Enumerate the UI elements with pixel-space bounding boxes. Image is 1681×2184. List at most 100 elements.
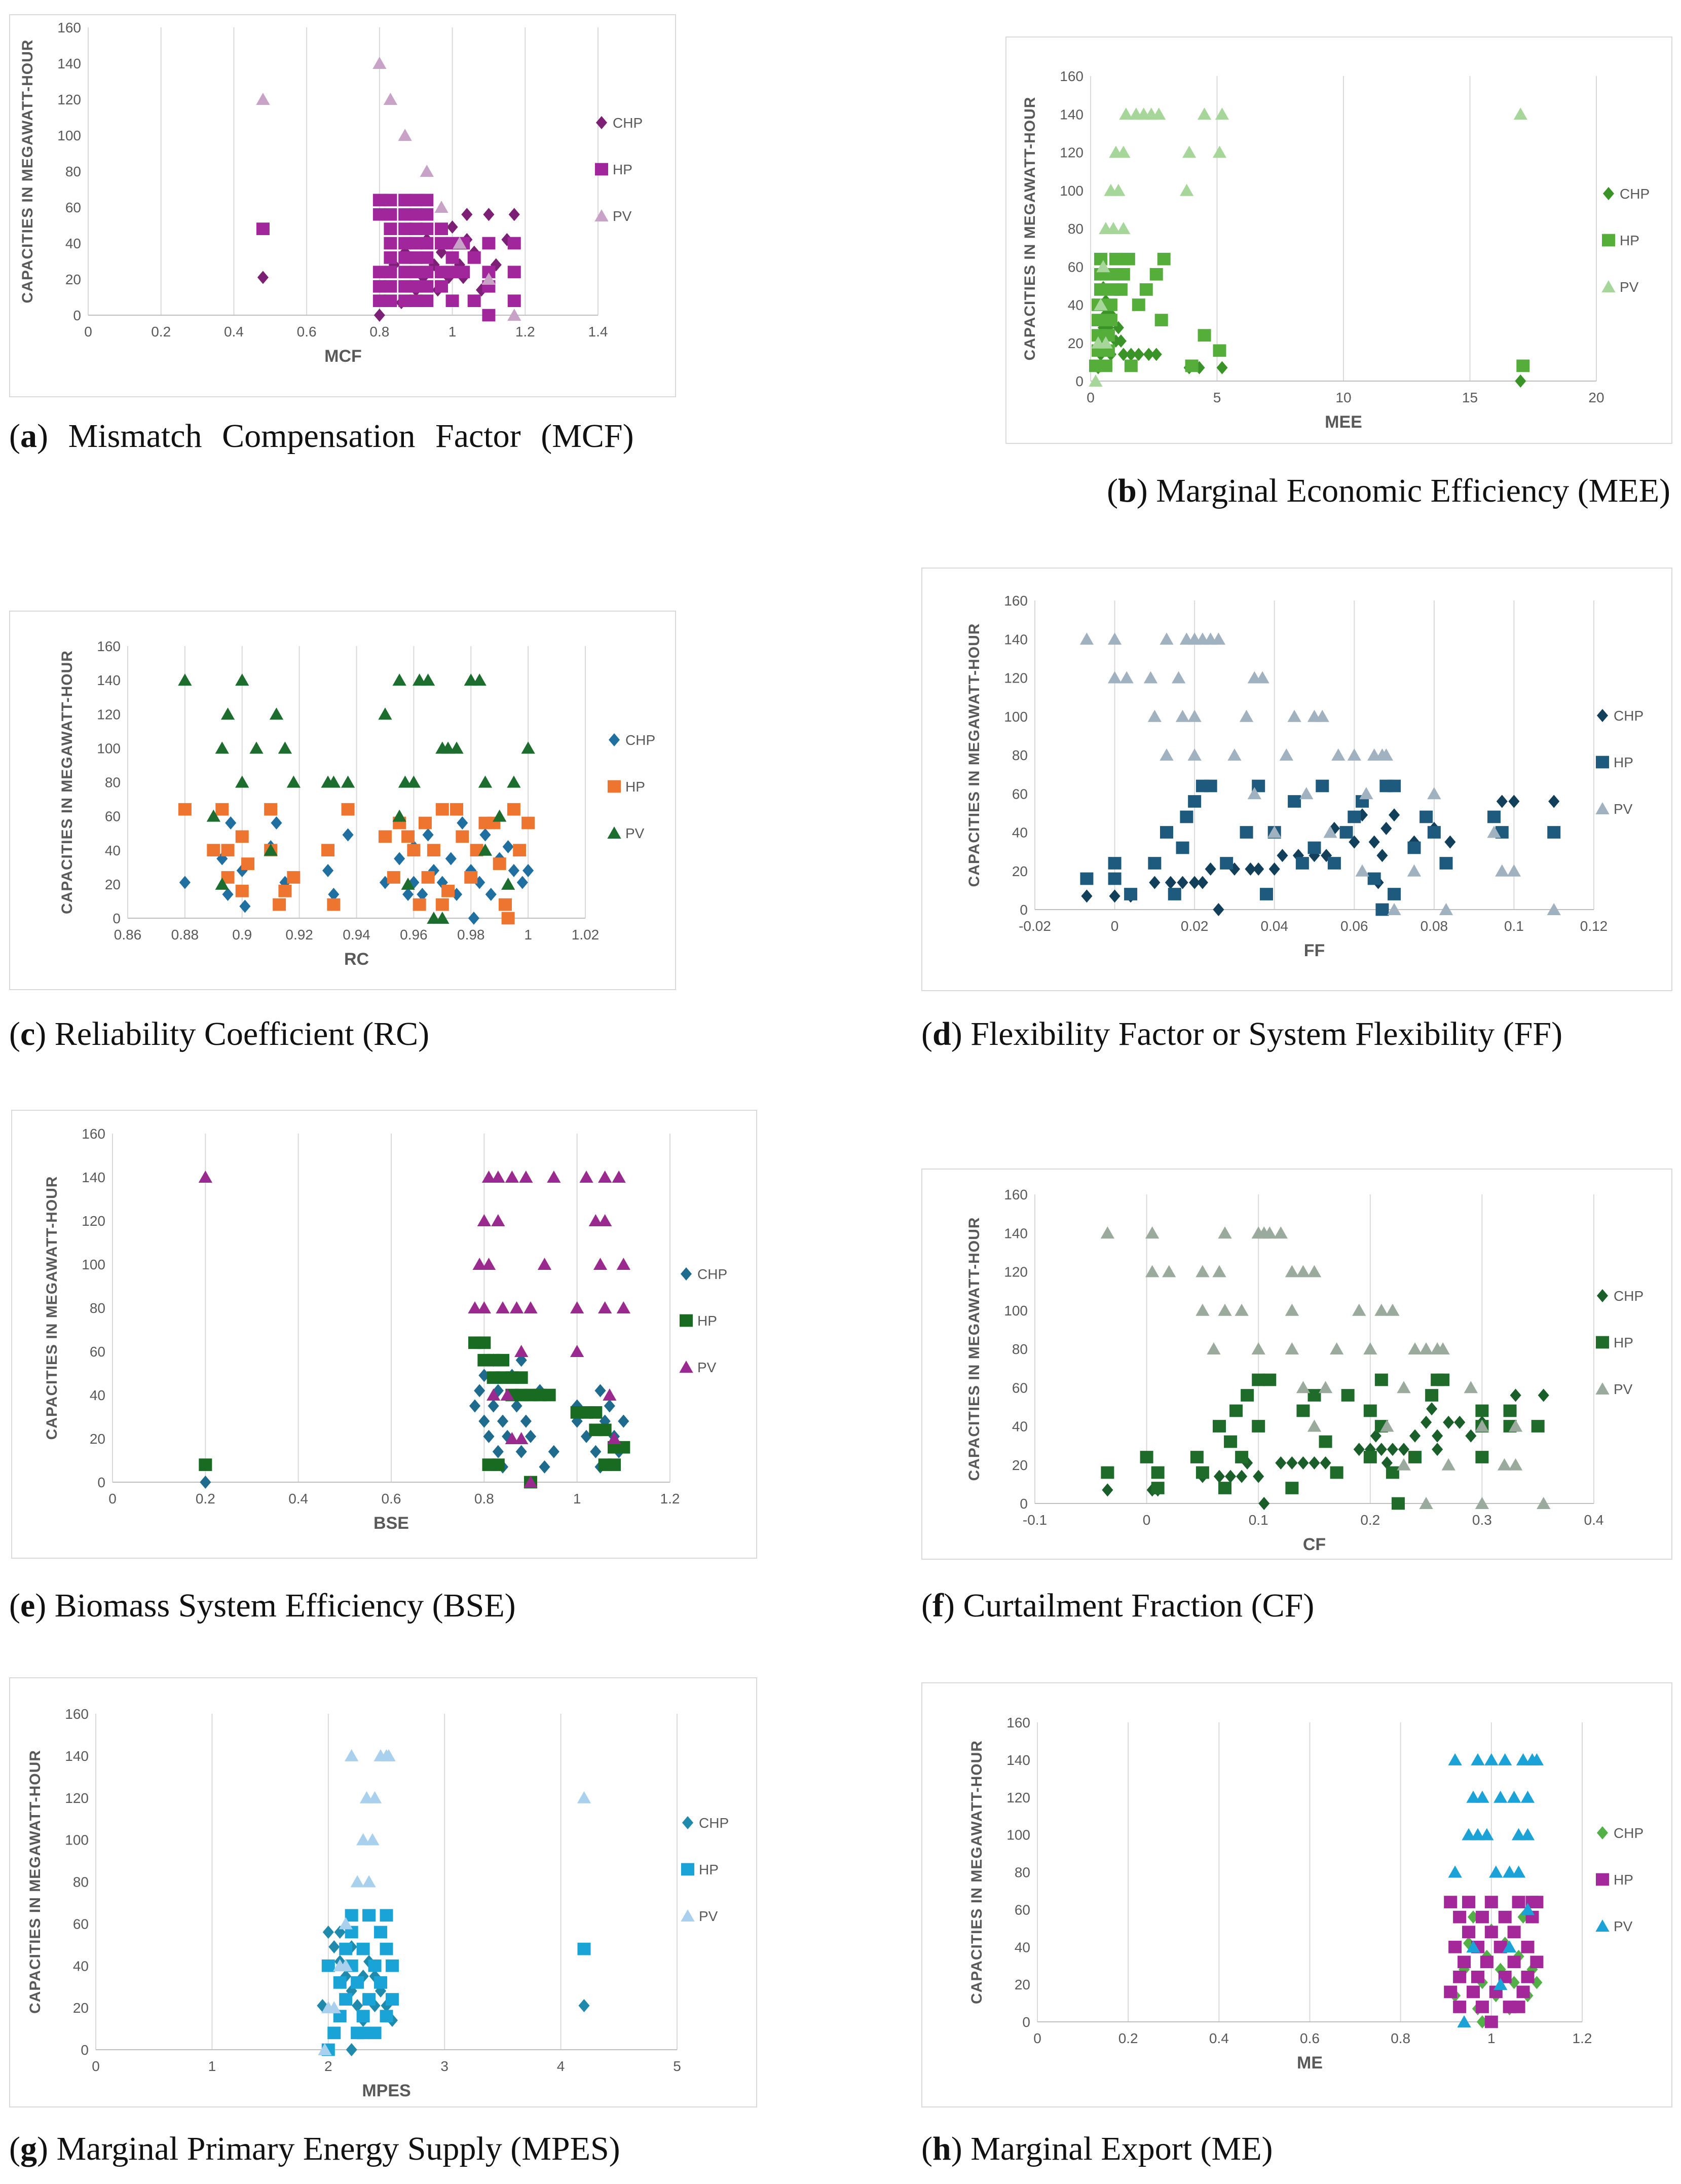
y-tick-label: 140 <box>82 1170 105 1185</box>
data-point-pv <box>1374 1303 1389 1316</box>
data-point-hp <box>1475 2001 1489 2013</box>
data-point-hp <box>241 857 255 870</box>
data-point-hp <box>1427 826 1441 839</box>
data-point-pv <box>1466 1790 1480 1803</box>
legend-entry-chp: CHP <box>680 1266 727 1282</box>
data-point-hp <box>1080 872 1094 885</box>
y-tick-label: 80 <box>1015 1865 1030 1880</box>
data-point-hp <box>1475 1451 1489 1463</box>
data-point-hp <box>464 871 478 884</box>
legend-label: CHP <box>699 1815 729 1831</box>
data-point-chp <box>1213 1470 1225 1483</box>
data-point-chp <box>508 864 519 878</box>
data-point-pv <box>1471 1828 1485 1840</box>
legend-marker-hp <box>595 163 608 176</box>
data-point-hp <box>1188 795 1202 808</box>
legend-marker-hp <box>1596 1336 1609 1349</box>
caption-d: (d) Flexibility Factor or System Flexibi… <box>921 1008 1670 1060</box>
legend-marker-chp <box>1596 709 1609 722</box>
y-tick-label: 20 <box>73 2000 89 2016</box>
data-point-hp <box>577 1942 591 1955</box>
x-tick-label: 10 <box>1335 390 1351 405</box>
data-point-chp <box>497 1414 509 1428</box>
data-point-hp <box>1363 1404 1377 1417</box>
series-pv <box>178 673 535 924</box>
data-point-chp <box>1253 862 1264 876</box>
data-point-chp <box>1548 795 1560 808</box>
data-point-hp <box>445 294 459 307</box>
x-tick-label: 0.12 <box>1580 918 1608 934</box>
data-point-pv <box>514 1432 529 1445</box>
data-point-chp <box>346 2043 357 2056</box>
data-point-pv <box>1503 1865 1517 1878</box>
data-point-pv <box>1475 1790 1489 1803</box>
data-point-hp <box>418 816 432 830</box>
y-tick-label: 140 <box>97 672 121 688</box>
y-tick-label: 140 <box>65 1748 89 1764</box>
data-point-pv <box>1508 1458 1523 1471</box>
caption-f: (f) Curtailment Fraction (CF) <box>921 1580 1670 1632</box>
data-point-hp <box>1196 1466 1209 1479</box>
data-point-chp <box>257 271 269 284</box>
data-point-chp <box>1517 1910 1529 1924</box>
data-point-chp <box>1225 1470 1237 1483</box>
data-point-pv <box>607 1432 621 1445</box>
x-tick-label: 0 <box>1087 390 1095 405</box>
data-point-hp <box>1285 1482 1299 1494</box>
data-point-pv <box>1079 632 1094 645</box>
x-tick-label: 15 <box>1462 390 1478 405</box>
data-point-hp <box>235 884 249 897</box>
data-point-hp <box>374 1926 388 1939</box>
y-tick-label: 0 <box>1022 2014 1030 2030</box>
data-point-hp <box>1149 268 1163 281</box>
x-tick-label: 0.1 <box>1249 1512 1268 1528</box>
y-tick-label: 120 <box>1060 145 1084 161</box>
data-point-hp <box>445 251 459 264</box>
data-point-pv <box>1119 671 1134 684</box>
y-tick-label: 80 <box>105 775 121 790</box>
x-tick-label: 1 <box>449 324 457 340</box>
data-point-hp <box>420 280 434 293</box>
data-point-chp <box>1143 348 1154 361</box>
legend-label: PV <box>1614 1381 1633 1397</box>
data-point-chp <box>417 888 428 901</box>
data-point-pv <box>1503 1940 1517 1953</box>
data-point-hp <box>380 1942 393 1955</box>
series-hp <box>199 1336 630 1489</box>
data-point-chp <box>1081 889 1093 903</box>
data-point-pv <box>1089 374 1103 387</box>
data-point-hp <box>1453 2001 1467 2013</box>
y-tick-label: 160 <box>97 638 121 654</box>
data-point-hp <box>542 1388 556 1402</box>
data-point-chp <box>461 208 473 221</box>
data-point-pv <box>1520 1790 1535 1803</box>
data-point-hp <box>1235 1451 1249 1463</box>
data-point-pv <box>1218 1303 1232 1316</box>
data-point-chp <box>1205 862 1216 876</box>
data-point-hp <box>1339 826 1353 839</box>
data-point-hp <box>1114 283 1128 296</box>
legend-marker-chp <box>608 733 620 746</box>
data-point-hp <box>420 294 434 307</box>
data-point-chp <box>1398 1443 1410 1456</box>
data-point-hp <box>1220 857 1234 870</box>
data-point-hp <box>339 1993 353 2006</box>
x-axis-label: MCF <box>324 347 362 366</box>
series-hp <box>1444 1896 1544 2028</box>
data-point-hp <box>1507 1955 1521 1969</box>
y-tick-label: 80 <box>1012 747 1028 763</box>
data-point-hp <box>1094 252 1107 266</box>
data-point-pv <box>481 273 496 285</box>
data-point-hp <box>441 884 455 897</box>
data-point-chp <box>422 828 434 842</box>
data-point-hp <box>1388 779 1401 793</box>
data-point-pv <box>365 1833 380 1846</box>
data-point-chp <box>408 876 420 889</box>
data-point-pv <box>206 809 220 822</box>
x-axis-label: FF <box>1304 941 1325 960</box>
data-point-pv <box>570 1345 584 1358</box>
series-hp <box>178 803 535 925</box>
data-point-hp <box>1363 1451 1377 1463</box>
data-point-pv <box>420 165 434 177</box>
data-point-hp <box>1448 1940 1462 1953</box>
